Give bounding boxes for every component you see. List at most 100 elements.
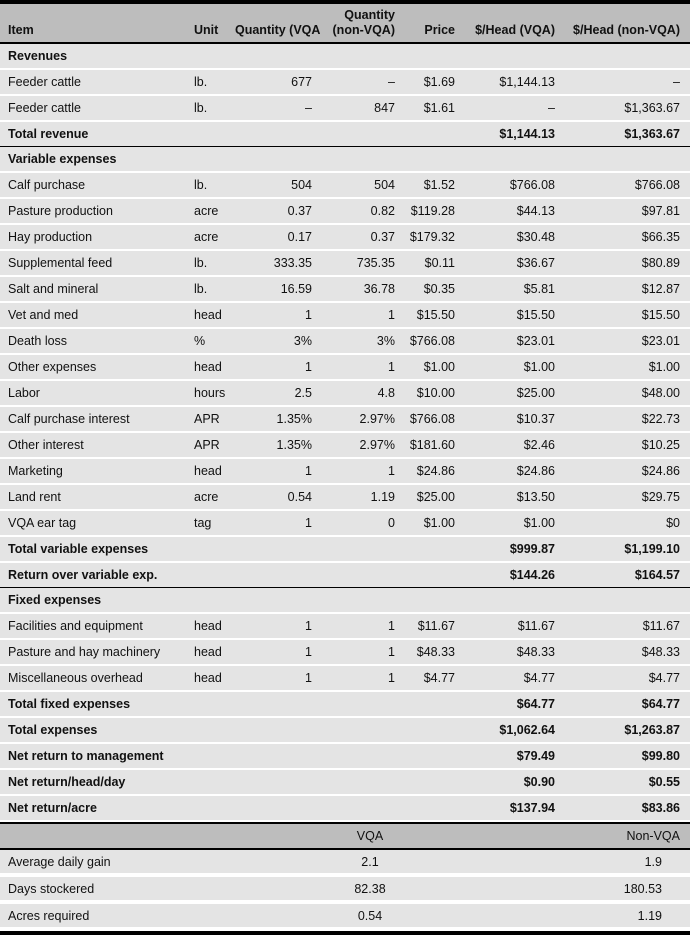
table-row: Pasture and hay machinery head 1 1 $48.33 $48… xyxy=(0,640,690,666)
bottom-cell-vqa: 2.1 xyxy=(361,854,379,869)
table-row: Net return/acre $137.94 $83.86 xyxy=(0,796,690,822)
cell-head_vqa: $1,144.13 xyxy=(499,75,555,89)
cell-price: $15.50 xyxy=(416,308,455,322)
cell-head_vqa: $1,144.13 xyxy=(499,127,555,141)
cell-head_nonvqa: – xyxy=(673,75,680,89)
table-row: Total expenses $1,062.64 $1,263.87 xyxy=(0,718,690,744)
cell-head_vqa: $30.48 xyxy=(516,230,555,244)
cell-qty_nonvqa: 4.8 xyxy=(377,386,395,400)
cell-item: Revenues xyxy=(8,49,68,63)
cell-head_vqa: $1,062.64 xyxy=(499,723,555,737)
cell-unit: head xyxy=(194,464,222,478)
cell-price: $48.33 xyxy=(416,645,455,659)
bottom-cell-vqa: 0.54 xyxy=(357,908,383,923)
cell-head_nonvqa: $23.01 xyxy=(641,334,680,348)
cell-item: Marketing xyxy=(8,464,63,478)
cell-unit: % xyxy=(194,334,206,348)
table-row: Total fixed expenses $64.77 $64.77 xyxy=(0,692,690,718)
table-row: Pasture production acre 0.37 0.82 $119.28 $44… xyxy=(0,199,690,225)
cell-qty_nonvqa: 1 xyxy=(388,464,395,478)
column-header-unit: Unit xyxy=(194,22,219,37)
cell-qty_vqa: 333.35 xyxy=(273,256,312,270)
cell-head_vqa: $1.00 xyxy=(523,516,555,530)
cell-head_nonvqa: $766.08 xyxy=(634,178,680,192)
header-row: Item Unit Quantity (VQA) Quantity (non-VQA)… xyxy=(0,4,690,44)
cell-head_nonvqa: $1,363.67 xyxy=(624,101,680,115)
cell-item: Return over variable exp. xyxy=(8,568,158,582)
cell-unit: head xyxy=(194,645,222,659)
cell-qty_nonvqa: 735.35 xyxy=(356,256,395,270)
cell-item: Total expenses xyxy=(8,723,98,737)
comparison-band: VQA Non-VQA xyxy=(0,822,690,850)
cell-item: Supplemental feed xyxy=(8,256,113,270)
table-row: Calf purchase interest APR 1.35% 2.97% $766.… xyxy=(0,407,690,433)
table-row: Death loss% 3% 3% $766.08 $23.01 $23.01 xyxy=(0,329,690,355)
table-row: Calf purchase lb. 504 504 $1.52 $766.08 $766.0… xyxy=(0,173,690,199)
bottom-cell-nonvqa: 1.19 xyxy=(637,908,662,923)
cell-qty_nonvqa: 847 xyxy=(374,101,395,115)
cell-qty_vqa: 3% xyxy=(293,334,312,348)
cell-price: $1.00 xyxy=(423,516,455,530)
cell-qty_vqa: 0.17 xyxy=(287,230,312,244)
cell-head_vqa: $36.67 xyxy=(516,256,555,270)
cell-unit: APR xyxy=(194,412,220,426)
section-row: Fixed expenses xyxy=(0,588,690,614)
bottom-row: Average daily gain 2.1 1.9 xyxy=(0,850,690,877)
column-header-qty_nonvqa: Quantity (non-VQA) xyxy=(332,8,395,37)
cell-head_nonvqa: $0 xyxy=(666,516,680,530)
table-row: Land rent acre 0.54 1.19 $25.00 $13.50 $29.75 xyxy=(0,485,690,511)
cell-qty_nonvqa: 1 xyxy=(388,645,395,659)
table-row: Facilities and equipment head 1 1 $11.67 $11.… xyxy=(0,614,690,640)
cell-price: $4.77 xyxy=(423,671,455,685)
table-row: Total revenue $1,144.13 $1,363.67 xyxy=(0,122,690,147)
table-row: Net return/head/day $0.90 $0.55 xyxy=(0,770,690,796)
table-row: Vet and med head 1 1 $15.50 $15.50 $15.50 xyxy=(0,303,690,329)
cell-qty_vqa: 504 xyxy=(291,178,312,192)
cell-head_nonvqa: $1,363.67 xyxy=(624,127,680,141)
table-row: Other interest APR 1.35% 2.97% $181.60 $2.46 $… xyxy=(0,433,690,459)
cell-qty_nonvqa: 1 xyxy=(388,671,395,685)
bottom-cell-label: Average daily gain xyxy=(8,854,111,869)
cell-qty_vqa: 16.59 xyxy=(280,282,312,296)
bottom-cell-label: Acres required xyxy=(8,908,90,923)
cell-item: Calf purchase xyxy=(8,178,86,192)
cell-price: $1.52 xyxy=(423,178,455,192)
cell-unit: hours xyxy=(194,386,226,400)
cell-unit: head xyxy=(194,308,222,322)
cell-item: Other expenses xyxy=(8,360,97,374)
cell-item: Death loss xyxy=(8,334,68,348)
cell-item: Other interest xyxy=(8,438,84,452)
column-header-head_nonvqa: $/Head (non-VQA) xyxy=(573,22,680,37)
cell-item: Land rent xyxy=(8,490,61,504)
cell-head_nonvqa: $1,263.87 xyxy=(624,723,680,737)
cell-price: $25.00 xyxy=(416,490,455,504)
cell-head_vqa: $0.90 xyxy=(523,775,555,789)
cell-head_vqa: $11.67 xyxy=(517,619,555,633)
bottom-row: Days stockered 82.38 180.53 xyxy=(0,877,690,904)
cell-qty_nonvqa: 0.82 xyxy=(370,204,395,218)
cell-item: Facilities and equipment xyxy=(8,619,143,633)
cell-qty_nonvqa: 2.97% xyxy=(359,412,395,426)
cell-head_vqa: $44.13 xyxy=(516,204,555,218)
bottom-cell-vqa: 82.38 xyxy=(354,881,386,896)
cell-head_nonvqa: $12.87 xyxy=(641,282,680,296)
cell-unit: lb. xyxy=(194,101,208,115)
cell-head_vqa: $15.50 xyxy=(516,308,555,322)
cell-qty_nonvqa: 36.78 xyxy=(363,282,395,296)
cell-qty_vqa: 1 xyxy=(305,671,312,685)
cell-qty_vqa: 1 xyxy=(305,516,312,530)
cell-head_nonvqa: $11.67 xyxy=(642,619,680,633)
cell-unit: head xyxy=(194,671,222,685)
cell-head_vqa: $1.00 xyxy=(523,360,555,374)
cell-head_vqa: $48.33 xyxy=(516,645,555,659)
cell-price: $181.60 xyxy=(409,438,455,452)
table-row: Labor hours 2.5 4.8 $10.00 $25.00 $48.00 xyxy=(0,381,690,407)
cell-head_vqa: – xyxy=(548,101,555,115)
cell-head_nonvqa: $48.33 xyxy=(641,645,680,659)
cell-item: Net return/acre xyxy=(8,801,97,815)
cell-item: Feeder cattle xyxy=(8,75,81,89)
cell-qty_vqa: 677 xyxy=(291,75,312,89)
cell-price: $119.28 xyxy=(410,204,455,218)
cell-item: Miscellaneous overhead xyxy=(8,671,143,685)
